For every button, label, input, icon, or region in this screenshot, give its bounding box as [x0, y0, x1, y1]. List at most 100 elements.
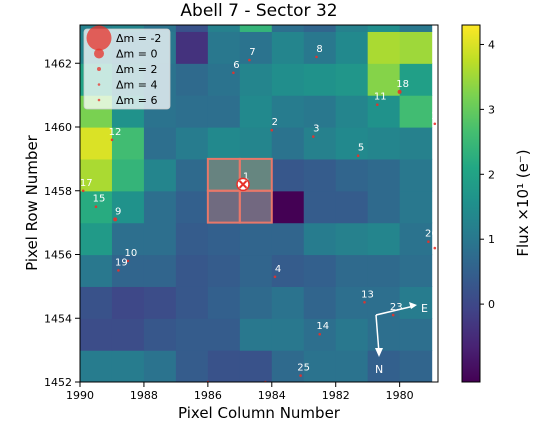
star-marker	[433, 122, 437, 126]
heatmap-cell	[207, 254, 241, 287]
compass-east-arrowhead	[409, 302, 417, 309]
aperture-pixel	[206, 189, 241, 224]
star-label: 8	[316, 44, 322, 55]
heatmap-cell	[143, 222, 177, 256]
heatmap-cell	[111, 190, 145, 224]
heatmap-cell	[111, 286, 145, 319]
colorbar-tick-label: 2	[488, 168, 495, 181]
heatmap-cell	[367, 350, 401, 382]
heatmap-cell	[80, 318, 113, 351]
heatmap-cell	[239, 127, 273, 160]
heatmap-cell	[335, 318, 369, 351]
heatmap-cell	[207, 158, 241, 192]
heatmap-cell	[399, 63, 433, 96]
heatmap-cell	[335, 286, 369, 319]
aperture	[206, 157, 273, 224]
heatmap-cell	[143, 286, 177, 319]
star-marker	[391, 313, 395, 317]
heatmap-cell	[271, 318, 305, 351]
heatmap-cell	[111, 318, 145, 351]
x-axis-label: Pixel Column Number	[178, 404, 341, 422]
heatmap-cell	[303, 127, 337, 160]
legend-entry-label: Δm = 0	[116, 48, 157, 61]
star-label: 11	[374, 92, 387, 103]
heatmap-cell	[303, 31, 337, 64]
heatmap-cell	[271, 350, 305, 382]
heatmap-cell	[367, 31, 401, 64]
heatmap-cell	[175, 25, 209, 32]
heatmap-cell	[207, 25, 241, 32]
heatmap-cell	[239, 190, 273, 224]
heatmap-cell	[335, 127, 369, 160]
legend-entry-label: Δm = 4	[116, 79, 157, 92]
legend-marker	[97, 98, 101, 102]
heatmap-cell	[239, 31, 273, 64]
aperture-pixel	[206, 157, 241, 192]
x-tick-label: 1990	[66, 389, 94, 402]
y-tick-label: 1456	[44, 249, 72, 262]
colorbar-tick-label: 1	[488, 233, 495, 246]
heatmap-cell	[399, 254, 433, 287]
heatmap-cell	[367, 95, 401, 128]
heatmap-cell	[335, 25, 369, 32]
compass-north-arrow	[375, 314, 380, 354]
heatmap-cell	[239, 318, 273, 351]
compass: E N	[375, 302, 428, 376]
heatmap-cell	[399, 158, 433, 192]
star-marker	[110, 138, 114, 142]
heatmap-cell	[335, 158, 369, 192]
heatmap-cell	[175, 95, 209, 128]
compass-north-label: N	[375, 363, 383, 376]
heatmap-cell	[207, 222, 241, 256]
heatmap-cell	[303, 25, 337, 32]
heatmap-cell	[80, 254, 113, 287]
star-marker	[315, 55, 318, 59]
star-label: 25	[297, 363, 310, 374]
heatmap-cell	[175, 190, 209, 224]
star-label: 2	[272, 117, 278, 128]
heatmap-cell	[303, 286, 337, 319]
heatmap-cell	[399, 190, 433, 224]
heatmap-cell	[335, 254, 369, 287]
star-marker	[318, 332, 322, 336]
heatmap-cell	[207, 95, 241, 128]
star-label: 3	[313, 124, 319, 135]
heatmap-cell	[367, 25, 401, 32]
y-tick-label: 1452	[44, 376, 72, 389]
heatmap-cell	[207, 190, 241, 224]
colorbar-tick-label: 3	[488, 103, 495, 116]
colorbar	[461, 24, 481, 383]
heatmap-cell	[271, 95, 305, 128]
heatmap-cell	[143, 254, 177, 287]
heatmap-cell	[271, 31, 305, 64]
star-label: 1	[243, 171, 249, 182]
heatmap-cell	[271, 222, 305, 256]
x-tick-label: 1986	[194, 389, 222, 402]
heatmap-cell	[271, 25, 305, 32]
legend-entry-label: Δm = 2	[116, 63, 157, 76]
heatmap-cell	[175, 222, 209, 256]
x-tick-label: 1982	[322, 389, 350, 402]
star-label: 17	[80, 178, 93, 189]
heatmap-cell	[239, 95, 273, 128]
star-marker	[94, 205, 98, 208]
heatmap-cell	[335, 95, 369, 128]
star-label: 14	[316, 321, 329, 332]
heatmap-cell	[239, 286, 273, 319]
colorbar-ticks: 4 3 2 1 0	[480, 38, 495, 311]
heatmap-cell	[335, 31, 369, 64]
star-marker	[113, 217, 118, 222]
heatmap-cell	[399, 318, 433, 351]
heatmap-cell	[399, 31, 433, 64]
heatmap-cell	[303, 63, 337, 96]
star-marker	[356, 154, 360, 157]
heatmap-cell	[111, 25, 145, 32]
plot-frame	[79, 24, 439, 383]
heatmap-cell	[271, 190, 305, 224]
legend-entry-label: Δm = 6	[116, 94, 157, 107]
star-marker	[427, 240, 430, 243]
heatmap-cell	[271, 63, 305, 96]
y-axis-ticks: 1452 1454 1456 1458 1460 1462	[44, 57, 80, 389]
star-marker	[299, 374, 302, 377]
